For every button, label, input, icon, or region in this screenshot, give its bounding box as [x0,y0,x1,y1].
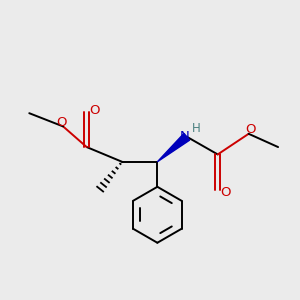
Text: N: N [180,130,189,143]
Text: O: O [90,104,100,117]
Text: O: O [221,186,231,199]
Text: O: O [56,116,67,129]
Polygon shape [158,134,190,162]
Text: H: H [192,122,201,135]
Text: O: O [246,123,256,136]
